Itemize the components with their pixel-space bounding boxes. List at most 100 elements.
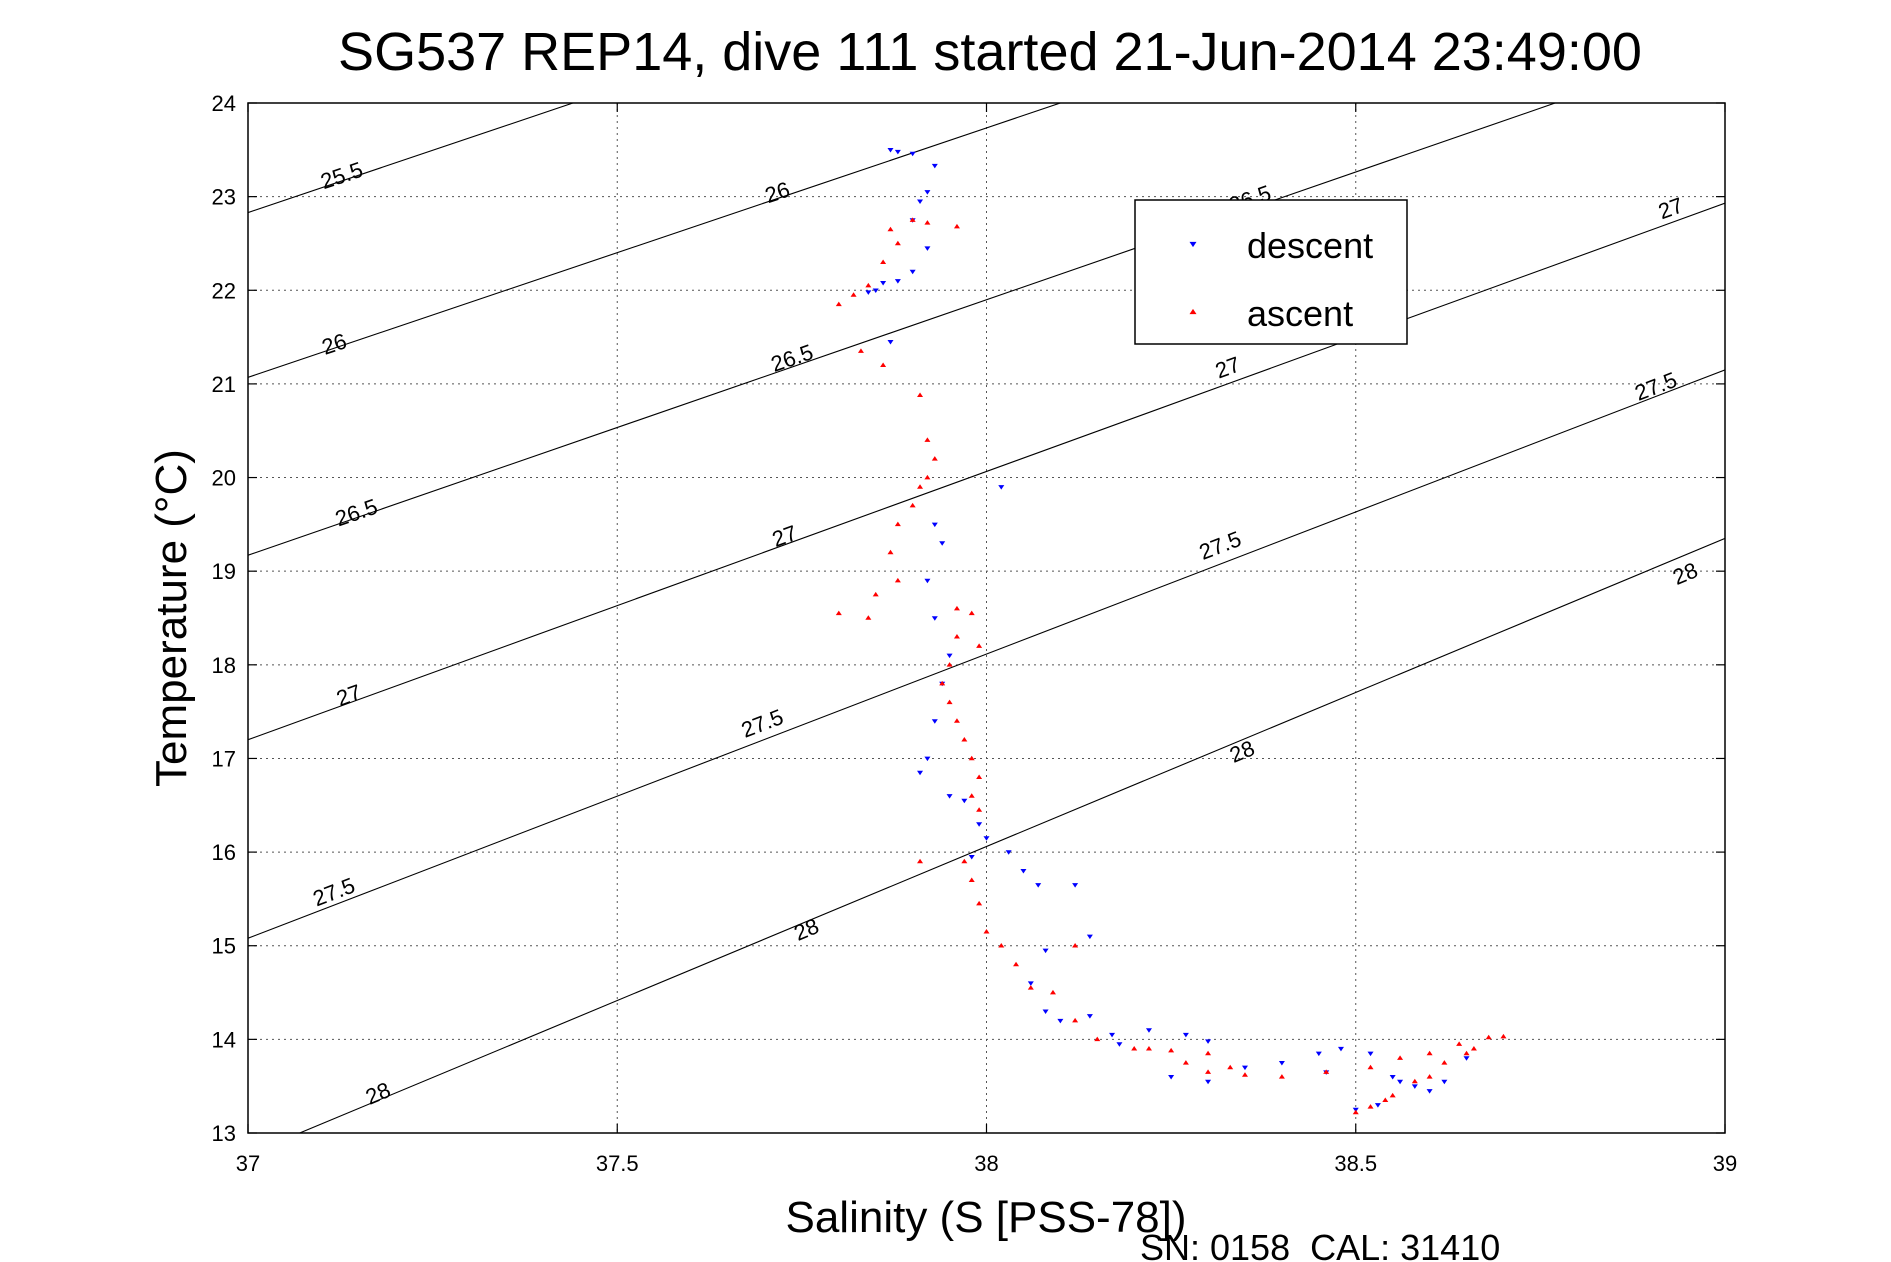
descent-point — [946, 794, 953, 799]
descent-point — [1042, 1009, 1049, 1014]
descent-point — [1315, 1051, 1322, 1057]
plot-area — [248, 103, 1725, 1133]
descent-point — [998, 485, 1005, 490]
ascent-point — [939, 680, 946, 686]
legend-label-ascent: ascent — [1247, 293, 1353, 334]
ascent-point — [976, 774, 983, 779]
ascent-point — [998, 943, 1005, 948]
x-tick-label: 38.5 — [1334, 1151, 1377, 1176]
descent-point — [1035, 883, 1042, 888]
ascent-point — [1205, 1069, 1212, 1074]
ascent-point — [1367, 1064, 1374, 1070]
density-contour-line — [248, 369, 1725, 939]
ascent-point — [946, 699, 953, 705]
ascent-point — [1389, 1092, 1396, 1098]
ascent-point — [894, 577, 901, 583]
ascent-point — [1227, 1064, 1234, 1070]
ascent-point — [917, 392, 924, 397]
descent-point — [1086, 1014, 1093, 1019]
descent-point — [872, 288, 879, 293]
descent-point — [1168, 1075, 1175, 1080]
descent-point — [865, 290, 872, 295]
ascent-point — [924, 220, 931, 225]
density-contours — [248, 103, 1725, 1133]
density-contour-line — [248, 103, 574, 214]
ascent-point — [961, 737, 968, 742]
ascent-point — [880, 259, 887, 264]
descent-point — [1205, 1039, 1212, 1044]
descent-point — [1426, 1089, 1433, 1094]
descent-point — [924, 578, 931, 584]
data-series — [835, 148, 1507, 1115]
ascent-point — [1367, 1104, 1374, 1109]
ascent-point — [880, 362, 887, 367]
ascent-point — [872, 591, 879, 597]
ascent-point — [953, 223, 960, 229]
ascent-point — [1168, 1047, 1175, 1053]
descent-point — [909, 151, 916, 157]
ascent-point — [1027, 985, 1034, 990]
legend-box — [1134, 199, 1408, 345]
descent-point — [1441, 1079, 1448, 1085]
descent-point — [924, 246, 931, 251]
ascent-point — [946, 662, 953, 667]
descent-point — [931, 616, 938, 621]
ascent-point — [983, 928, 990, 934]
y-tick-label: 17 — [212, 746, 236, 771]
axis-ticks: 37 37.5 38 38.5 39 13 14 15 16 17 18 19 20 21 22 23 24 — [212, 91, 1738, 1176]
ascent-point — [1182, 1060, 1189, 1065]
descent-point — [1205, 1079, 1212, 1085]
ascent-point — [976, 900, 983, 906]
ascent-point — [953, 718, 960, 723]
ascent-point — [924, 474, 931, 480]
y-axis-label: Temperature (°C) — [147, 449, 196, 787]
x-tick-label: 39 — [1713, 1151, 1737, 1176]
descent-point — [1109, 1032, 1116, 1038]
descent-point — [1278, 1060, 1285, 1066]
descent-point — [1374, 1103, 1381, 1108]
ascent-point — [865, 282, 872, 288]
ascent-point — [909, 502, 916, 508]
descent-point — [1389, 1075, 1396, 1080]
descent-point — [1337, 1046, 1344, 1052]
y-tick-label: 20 — [212, 466, 236, 491]
ascent-point — [1145, 1046, 1152, 1051]
ascent-point — [1094, 1036, 1101, 1042]
ascent-point — [968, 610, 975, 616]
ascent-point — [968, 793, 975, 798]
ascent-point — [835, 301, 842, 307]
density-contour-line — [248, 103, 1061, 378]
descent-point — [1042, 948, 1049, 954]
descent-point — [1397, 1079, 1404, 1085]
ascent-point — [1456, 1041, 1463, 1046]
y-tick-label: 21 — [212, 372, 236, 397]
ascent-point — [1241, 1072, 1248, 1077]
ascent-point — [1382, 1097, 1389, 1103]
descent-point — [1463, 1056, 1470, 1061]
ascent-point — [1352, 1109, 1359, 1115]
descent-point — [917, 770, 924, 776]
ascent-point — [1500, 1033, 1507, 1039]
ascent-point — [931, 456, 938, 461]
x-tick-label: 38 — [974, 1151, 998, 1176]
descent-point — [946, 653, 953, 659]
ascent-point — [917, 858, 924, 864]
density-contour-line — [248, 202, 1725, 741]
ascent-point — [835, 610, 842, 616]
x-tick-label: 37.5 — [596, 1151, 639, 1176]
ascent-point — [1411, 1078, 1418, 1084]
density-contour-line — [299, 537, 1725, 1133]
y-tick-label: 24 — [212, 91, 236, 116]
ascent-point — [894, 240, 901, 246]
ascent-point — [1463, 1050, 1470, 1056]
y-tick-label: 19 — [212, 559, 236, 584]
ascent-point — [1205, 1050, 1212, 1056]
ascent-point — [1397, 1055, 1404, 1060]
descent-point — [976, 822, 983, 827]
ascent-point — [1278, 1074, 1285, 1079]
ascent-point — [887, 226, 894, 232]
ascent-point — [865, 615, 872, 620]
ascent-point — [1013, 961, 1020, 967]
descent-point — [924, 756, 931, 762]
